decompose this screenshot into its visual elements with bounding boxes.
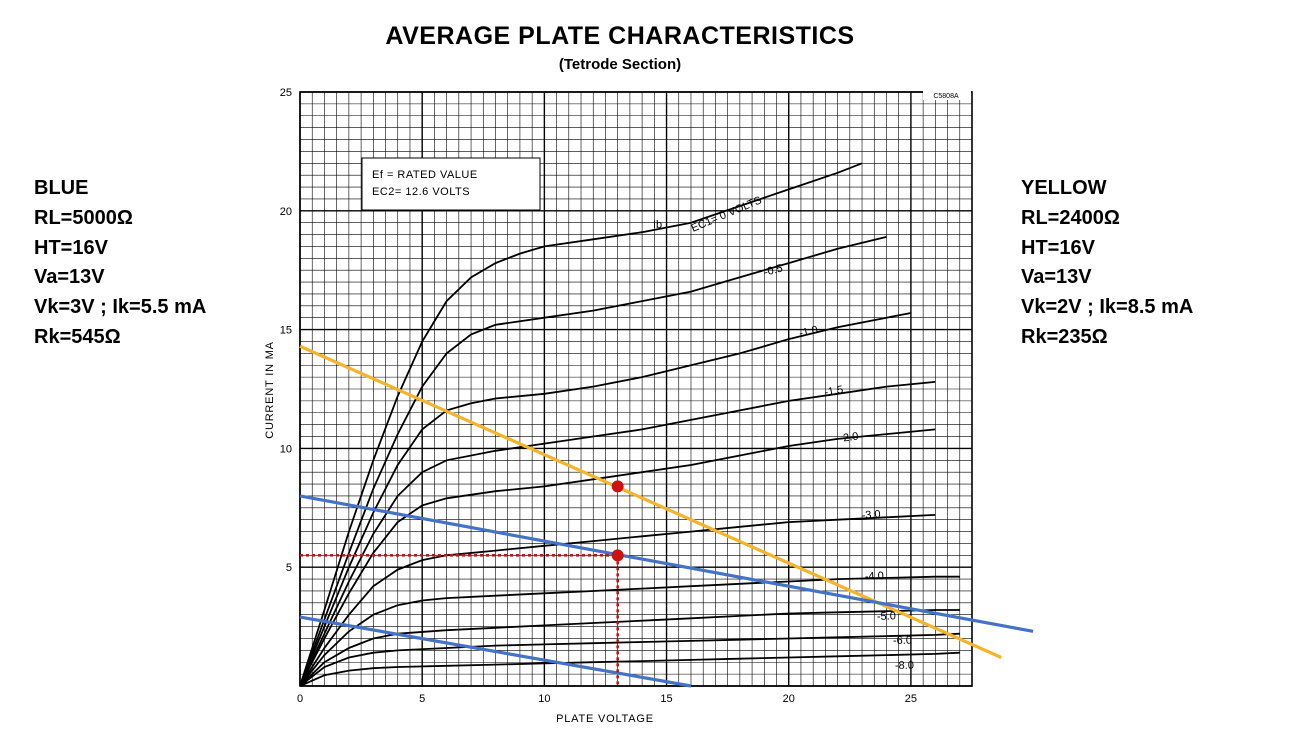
plate-curve bbox=[300, 514, 936, 686]
operating-point bbox=[611, 480, 624, 493]
load-line-overlay bbox=[299, 344, 1034, 688]
plate-curve bbox=[300, 381, 936, 686]
heater-condition: Ef = RATED VALUE bbox=[372, 169, 478, 181]
corner-code: C5808A bbox=[933, 93, 959, 100]
y-tick-label: 15 bbox=[280, 325, 292, 337]
x-tick-label: 20 bbox=[783, 693, 795, 705]
y-axis-label: CURRENT IN MA bbox=[264, 341, 276, 439]
plate-curve bbox=[300, 428, 936, 686]
x-axis-label: PLATE VOLTAGE bbox=[556, 713, 654, 725]
load-line bbox=[299, 615, 692, 688]
curve-label: -8.0 bbox=[895, 660, 914, 672]
y-tick-label: 25 bbox=[280, 87, 292, 99]
yellow-notes-cathode: Vk=2V ; Ik=8.5 mA bbox=[1021, 296, 1194, 319]
plate-curve bbox=[300, 236, 887, 686]
y-tick-label: 20 bbox=[280, 206, 292, 218]
plate-curve bbox=[300, 575, 960, 686]
plate-curves: EC1= 0 VOLTS -0.5 -1.0 -1.5 -2.0 -3.0 -4.0 -5.0… bbox=[300, 162, 960, 686]
plate-curve bbox=[300, 651, 960, 686]
curve-label: -2.0 bbox=[839, 430, 859, 445]
blue-notes-anode-voltage: Va=13V bbox=[34, 266, 105, 289]
plate-curve bbox=[300, 162, 863, 686]
plate-curve bbox=[300, 609, 960, 686]
yellow-notes-anode-voltage: Va=13V bbox=[1021, 266, 1092, 289]
curve-label: -1.5 bbox=[823, 384, 844, 399]
load-line bbox=[299, 494, 1034, 633]
curve-label: -4.0 bbox=[865, 570, 885, 583]
blue-notes-load-resistance: RL=5000Ω bbox=[34, 206, 133, 229]
yellow-notes: YELLOW RL=2400Ω HT=16V Va=13V Vk=2V ; Ik… bbox=[1021, 174, 1193, 353]
plate-curve bbox=[300, 312, 912, 686]
x-tick-label: 25 bbox=[905, 693, 917, 705]
x-tick-label: 0 bbox=[297, 693, 303, 705]
blue-notes-cathode: Vk=3V ; Ik=5.5 mA bbox=[34, 296, 207, 319]
operating-point bbox=[611, 549, 624, 562]
curve-label: -5.0 bbox=[877, 610, 896, 623]
ib-label: Ib bbox=[653, 219, 662, 231]
y-tick-label: 10 bbox=[280, 443, 292, 455]
screen-voltage-condition: EC2= 12.6 VOLTS bbox=[372, 186, 470, 198]
blue-notes-supply: HT=16V bbox=[34, 236, 108, 259]
load-line bbox=[299, 344, 1002, 659]
yellow-notes-heading: YELLOW bbox=[1021, 177, 1107, 199]
yellow-notes-load-resistance: RL=2400Ω bbox=[1021, 206, 1120, 229]
blue-notes-heading: BLUE bbox=[34, 177, 89, 199]
curve-label: -1.0 bbox=[798, 324, 819, 340]
yellow-notes-cathode-resistor: Rk=235Ω bbox=[1021, 325, 1108, 348]
x-tick-label: 5 bbox=[419, 693, 425, 705]
chart-subtitle: (Tetrode Section) bbox=[558, 56, 682, 73]
curve-label: -0.5 bbox=[763, 262, 784, 279]
conditions-box: Ef = RATED VALUE EC2= 12.6 VOLTS bbox=[361, 157, 541, 211]
plot-border bbox=[299, 91, 973, 687]
blue-notes: BLUE RL=5000Ω HT=16V Va=13V Vk=3V ; Ik=5… bbox=[34, 174, 206, 353]
plate-curve bbox=[300, 632, 960, 686]
corner-code-backing bbox=[923, 90, 971, 100]
blue-notes-cathode-resistor: Rk=545Ω bbox=[34, 325, 121, 348]
curve-label: EC1= 0 VOLTS bbox=[689, 194, 763, 234]
axis-labels: 0 5 10 15 20 25 5 10 15 20 25 bbox=[280, 87, 917, 705]
chart-title: AVERAGE PLATE CHARACTERISTICS bbox=[385, 22, 855, 50]
curve-label: -6.0 bbox=[893, 635, 912, 647]
curve-label: -3.0 bbox=[861, 508, 881, 522]
x-tick-label: 15 bbox=[660, 693, 672, 705]
yellow-notes-supply: HT=16V bbox=[1021, 236, 1095, 259]
x-tick-label: 10 bbox=[538, 693, 550, 705]
y-tick-label: 5 bbox=[286, 562, 292, 574]
